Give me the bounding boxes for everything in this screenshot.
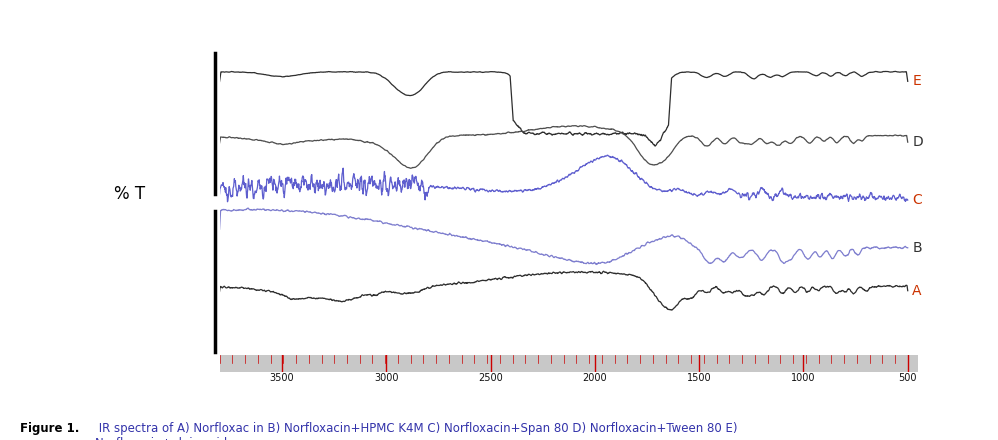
Text: E: E <box>912 74 921 88</box>
Text: Figure 1.: Figure 1. <box>20 422 79 436</box>
Text: B: B <box>912 241 922 255</box>
Text: IR spectra of A) Norfloxac in B) Norfloxacin+HPMC K4M C) Norfloxacin+Span 80 D) : IR spectra of A) Norfloxac in B) Norflox… <box>95 422 738 440</box>
Text: C: C <box>912 193 922 207</box>
Text: A: A <box>912 284 922 298</box>
Text: D: D <box>912 135 923 149</box>
Text: % T: % T <box>114 185 146 202</box>
